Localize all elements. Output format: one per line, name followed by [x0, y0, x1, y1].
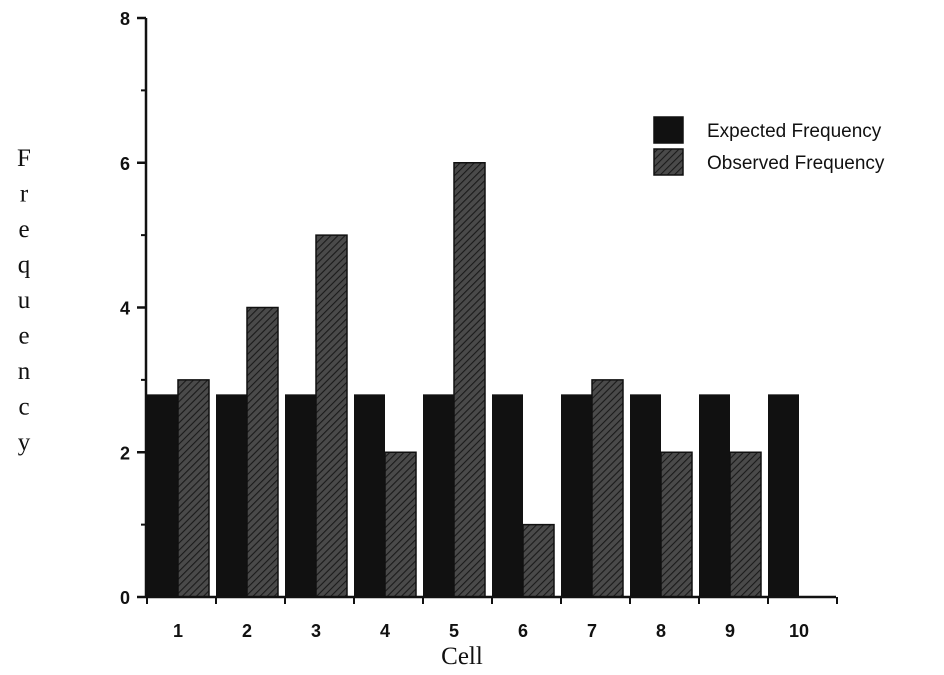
x-tick-label: 7	[587, 621, 597, 641]
bar-observed-cell-6	[522, 523, 555, 598]
x-tick-label: 5	[449, 621, 459, 641]
legend-label-observed: Observed Frequency	[707, 153, 885, 174]
x-tick-label: 4	[380, 621, 390, 641]
y-axis-ticks: 0 2 4 6 8	[120, 9, 146, 608]
x-tick-label: 8	[656, 621, 666, 641]
bars-group	[147, 162, 799, 598]
x-tick-label: 10	[789, 621, 809, 641]
y-tick-label: 4	[120, 299, 130, 319]
bar-observed-cell-1	[177, 379, 210, 598]
bar-observed-cell-9	[729, 451, 762, 598]
x-tick-label: 2	[242, 621, 252, 641]
x-tick-label: 3	[311, 621, 321, 641]
bar-observed-cell-5	[453, 162, 486, 598]
bar-observed-cell-3	[315, 234, 348, 598]
x-tick-label: 9	[725, 621, 735, 641]
x-axis-ticks: 1 2 3 4 5 6 7 8 9 10	[146, 597, 838, 641]
bar-observed-cell-2	[246, 306, 279, 598]
x-tick-label: 6	[518, 621, 528, 641]
bar-expected-cell-1	[147, 394, 178, 597]
y-tick-label: 0	[120, 588, 130, 608]
bar-expected-cell-2	[216, 394, 247, 597]
legend-label-expected: Expected Frequency	[707, 121, 882, 142]
bar-expected-cell-5	[423, 394, 454, 597]
y-tick-label: 2	[120, 443, 130, 463]
x-axis-title: Cell	[441, 643, 483, 670]
legend-swatch-observed	[653, 148, 684, 176]
bar-expected-cell-3	[285, 394, 316, 597]
y-tick-label: 8	[120, 9, 130, 29]
bar-expected-cell-4	[354, 394, 385, 597]
bar-expected-cell-10	[768, 394, 799, 597]
bar-expected-cell-9	[699, 394, 730, 597]
bar-expected-cell-8	[630, 394, 661, 597]
bar-observed-cell-4	[384, 451, 417, 598]
bar-observed-cell-7	[591, 379, 624, 598]
bar-observed-cell-8	[660, 451, 693, 598]
x-tick-label: 1	[173, 621, 183, 641]
y-tick-label: 6	[120, 154, 130, 174]
legend-swatch-expected	[653, 116, 684, 144]
legend: Expected Frequency Observed Frequency	[653, 116, 885, 176]
bar-expected-cell-6	[492, 394, 523, 597]
bar-expected-cell-7	[561, 394, 592, 597]
